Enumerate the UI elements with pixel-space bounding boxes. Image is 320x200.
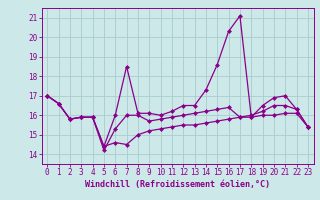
X-axis label: Windchill (Refroidissement éolien,°C): Windchill (Refroidissement éolien,°C) <box>85 180 270 189</box>
